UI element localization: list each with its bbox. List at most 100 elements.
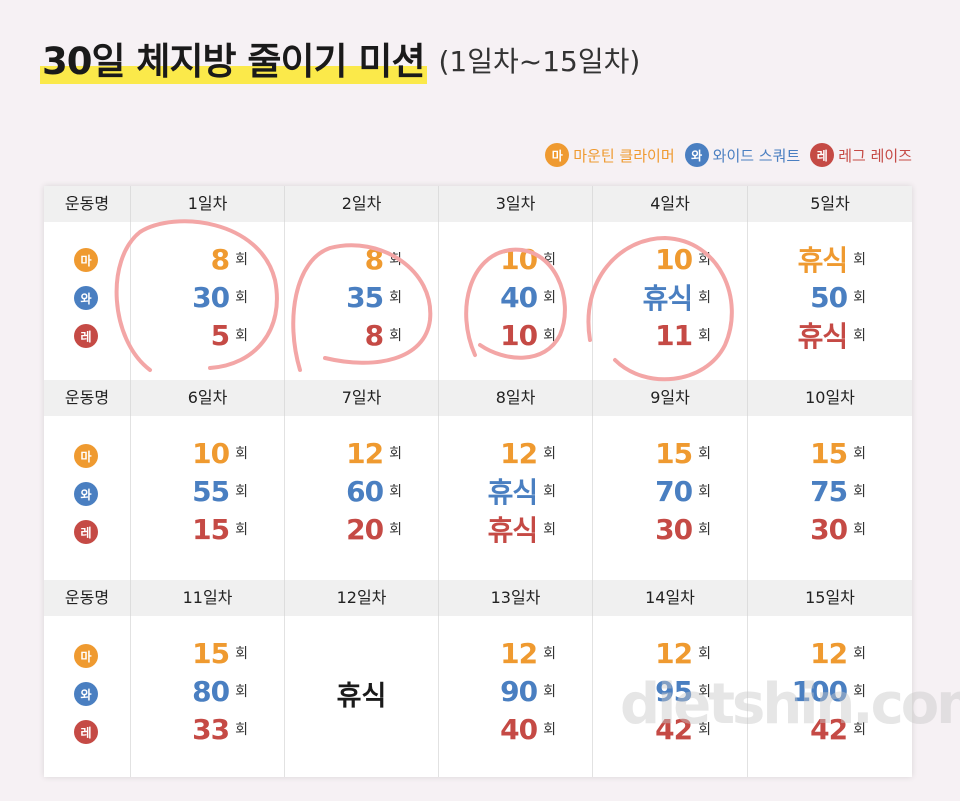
header-cell-exercise: 운동명 xyxy=(44,186,131,222)
header-cell-day: 5일차 xyxy=(810,194,850,213)
rep-count-ma: 12 xyxy=(346,436,384,470)
legend-item-re: 레 레그 레이즈 xyxy=(810,143,912,167)
header-cell-day: 8일차 xyxy=(439,380,593,416)
value-line: 휴식 회 xyxy=(488,510,556,548)
rep-count-ma: 15 xyxy=(192,636,230,670)
rep-count-wa: 55 xyxy=(192,474,230,508)
value-line: 30 회 xyxy=(655,510,711,548)
legend-label-re: 레그 레이즈 xyxy=(838,146,912,165)
value-line: 60 회 xyxy=(346,472,402,510)
rep-count-re: 42 xyxy=(655,712,693,746)
rest-day-label: 휴식 xyxy=(336,681,387,712)
value-column: 15 회 80 회 33 회 xyxy=(192,634,248,748)
rep-unit: 회 xyxy=(853,522,866,538)
value-column: 12 회 90 회 40 회 xyxy=(500,634,556,748)
rep-unit: 회 xyxy=(698,446,711,462)
badge-wa-icon: 와 xyxy=(74,286,98,310)
badge-re-icon: 레 xyxy=(74,720,98,744)
rep-unit: 회 xyxy=(235,290,248,306)
rep-count-re: 휴식 xyxy=(797,320,849,353)
rep-count-re: 15 xyxy=(192,512,230,546)
day-cell: 10 회 55 회 15 회 xyxy=(131,416,285,580)
rep-unit: 회 xyxy=(235,446,248,462)
rep-unit: 회 xyxy=(853,646,866,662)
day-cell: 12 회 90 회 40 회 xyxy=(439,616,593,777)
rep-unit: 회 xyxy=(698,252,711,268)
rep-count-wa: 70 xyxy=(655,474,693,508)
rep-count-wa: 50 xyxy=(810,280,848,314)
value-column: 12 회 휴식 회 휴식 회 xyxy=(488,434,556,548)
day-cell: 15 회 75 회 30 회 xyxy=(748,416,912,580)
day-cell: 12 회 휴식 회 휴식 회 xyxy=(439,416,593,580)
value-column: 15 회 70 회 30 회 xyxy=(655,434,711,548)
rep-unit: 회 xyxy=(235,722,248,738)
rep-count-re: 11 xyxy=(655,318,693,352)
legend-item-wa: 와 와이드 스쿼트 xyxy=(684,143,800,167)
rep-count-ma: 15 xyxy=(655,436,693,470)
value-column: 10 회 40 회 10 회 xyxy=(500,240,556,354)
header-row: 운동명 6일차 7일차 8일차 9일차 10일차 xyxy=(44,380,912,416)
value-line: 휴식 회 xyxy=(798,316,866,354)
rep-count-wa: 35 xyxy=(346,280,384,314)
rep-count-ma: 10 xyxy=(192,436,230,470)
rep-unit: 회 xyxy=(853,252,866,268)
badge-wa-icon: 와 xyxy=(74,482,98,506)
rep-unit: 회 xyxy=(389,484,402,500)
value-line: 12 회 xyxy=(488,434,556,472)
header-cell-day: 2일차 xyxy=(285,186,439,222)
value-line: 12 회 xyxy=(655,634,711,672)
rep-count-re: 30 xyxy=(655,512,693,546)
rep-unit: 회 xyxy=(698,684,711,700)
rep-count-wa: 휴식 xyxy=(642,282,694,315)
header-cell-exercise: 운동명 xyxy=(44,380,131,416)
value-line: 70 회 xyxy=(655,472,711,510)
rep-unit: 회 xyxy=(235,484,248,500)
header-cell-day: 1일차 xyxy=(131,186,285,222)
rep-unit: 회 xyxy=(698,328,711,344)
rep-unit: 회 xyxy=(853,684,866,700)
header-cell-day: 11일차 xyxy=(131,580,285,616)
rep-unit: 회 xyxy=(698,290,711,306)
rep-count-wa: 60 xyxy=(346,474,384,508)
rep-count-ma: 15 xyxy=(810,436,848,470)
value-line: 11 회 xyxy=(643,316,711,354)
rep-count-ma: 12 xyxy=(500,436,538,470)
value-line: 90 회 xyxy=(500,672,556,710)
value-line: 33 회 xyxy=(192,710,248,748)
day-cell: 12 회 95 회 42 회 xyxy=(593,616,748,777)
header-row: 운동명 11일차 12일차 13일차 14일차 15일차 xyxy=(44,580,912,616)
legend-item-ma: 마 마운틴 클라이머 xyxy=(545,143,675,167)
value-line: 42 회 xyxy=(655,710,711,748)
rep-count-ma: 12 xyxy=(500,636,538,670)
rep-unit: 회 xyxy=(853,290,866,306)
value-line: 80 회 xyxy=(192,672,248,710)
table-row: 마 와 레 8 회 30 회 5 회 8 회 35 회 8 회 10 회 40 회 10 회 10 회 휴식 회 11 회 휴식 회 50… xyxy=(44,222,912,380)
badge-ma-icon: 마 xyxy=(74,644,98,668)
value-column: 12 회 95 회 42 회 xyxy=(655,634,711,748)
value-line: 40 회 xyxy=(500,278,556,316)
value-line: 10 회 xyxy=(500,240,556,278)
header-cell-day: 14일차 xyxy=(593,580,748,616)
rep-count-re: 30 xyxy=(810,512,848,546)
rep-unit: 회 xyxy=(235,252,248,268)
rep-unit: 회 xyxy=(698,722,711,738)
rep-unit: 회 xyxy=(235,684,248,700)
title-area: 30일 체지방 줄이기 미션 (1일차~15일차) xyxy=(40,36,640,88)
rep-unit: 회 xyxy=(235,646,248,662)
value-line: 20 회 xyxy=(346,510,402,548)
header-cell-exercise: 운동명 xyxy=(44,580,131,616)
rep-unit: 회 xyxy=(543,684,556,700)
rep-unit: 회 xyxy=(543,646,556,662)
value-line: 42 회 xyxy=(792,710,866,748)
rep-unit: 회 xyxy=(698,484,711,500)
header-cell-day: 9일차 xyxy=(593,380,748,416)
rep-count-re: 40 xyxy=(500,712,538,746)
value-line: 100 회 xyxy=(792,672,866,710)
value-line: 50 회 xyxy=(798,278,866,316)
